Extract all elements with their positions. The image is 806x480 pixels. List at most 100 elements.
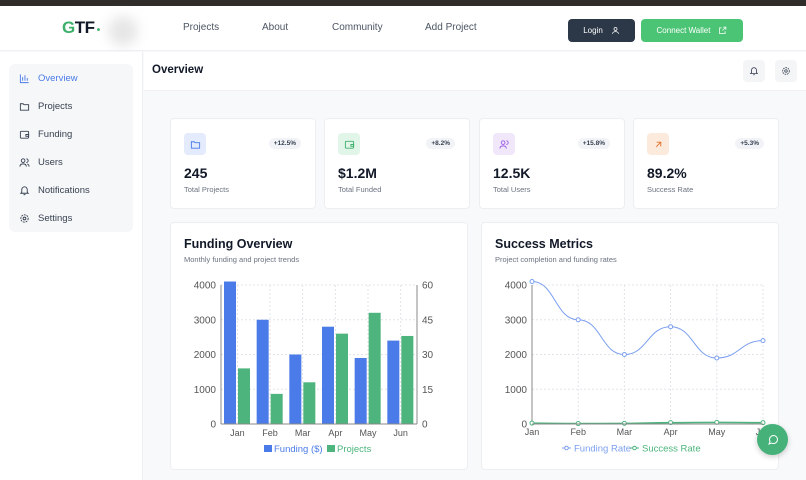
y2-tick-label: 30: [422, 350, 434, 361]
data-point: [621, 420, 627, 426]
sidebar-item-notifications[interactable]: Notifications: [19, 180, 90, 200]
window-top-bar: [0, 0, 806, 6]
funding-overview-panel: Funding Overview Monthly funding and pro…: [170, 222, 468, 470]
success-metrics-panel: Success Metrics Project completion and f…: [481, 222, 779, 470]
data-point: [529, 279, 535, 285]
legend-projects: Projects: [337, 444, 372, 455]
y-tick-label: 1000: [505, 385, 528, 396]
y2-tick-label: 45: [422, 315, 434, 326]
y-tick-label: 0: [521, 420, 527, 431]
data-point: [575, 317, 581, 323]
wallet-icon: [338, 133, 360, 155]
y2-tick-label: 60: [422, 281, 434, 292]
chart-title: Funding Overview: [184, 237, 293, 251]
page-header: Overview: [144, 52, 806, 91]
sidebar-item-label: Projects: [38, 100, 73, 112]
y-tick-label: 4000: [505, 281, 528, 292]
bar-funding: [224, 281, 236, 424]
bar-funding: [322, 326, 334, 424]
change-badge: +15.8%: [577, 138, 610, 149]
chart-subtitle: Project completion and funding rates: [495, 255, 617, 264]
sidebar-item-settings[interactable]: Settings: [19, 208, 72, 228]
funding-bar-chart: 0 0 1000 15 2000 30 3000 45 4000 60 Jan Feb Mar Apr Ma…: [194, 281, 434, 456]
legend-label: Success Rate: [642, 444, 701, 455]
y-tick-label: 2000: [194, 350, 217, 361]
sidebar-item-label: Overview: [38, 72, 78, 84]
gear-icon: [20, 213, 29, 223]
bell-icon: [749, 67, 759, 76]
bell-icon: [19, 185, 30, 195]
sidebar-item-funding[interactable]: Funding: [19, 124, 72, 144]
sidebar-menu: Overview Projects Funding Users Notifica…: [9, 64, 133, 232]
x-tick-label: Feb: [570, 427, 586, 437]
y-tick-label: 2000: [505, 350, 528, 361]
legend-funding: Funding ($): [274, 444, 323, 455]
login-button[interactable]: Login: [568, 19, 635, 42]
nav-add-project[interactable]: Add Project: [425, 22, 477, 33]
stat-label: Success Rate: [647, 185, 694, 194]
sidebar-item-users[interactable]: Users: [19, 152, 63, 172]
legend-swatch-projects: [327, 445, 335, 452]
user-icon: [611, 27, 619, 34]
change-badge: +12.5%: [268, 138, 301, 149]
x-tick-label: May: [359, 428, 377, 438]
settings-button[interactable]: [775, 60, 797, 82]
stat-value: 245: [184, 165, 208, 181]
stat-card: +12.5% 245 Total Projects: [170, 118, 316, 209]
x-tick-label: May: [708, 427, 726, 437]
login-label: Login: [583, 26, 603, 35]
nav-projects[interactable]: Projects: [183, 22, 220, 33]
notifications-button[interactable]: [743, 60, 765, 82]
series-line: [531, 421, 764, 425]
bar-projects: [238, 368, 250, 424]
users-icon: [493, 133, 515, 155]
change-badge: +8.2%: [426, 138, 455, 149]
folder-icon: [184, 133, 206, 155]
users-icon: [19, 157, 30, 167]
bar-projects: [270, 393, 283, 424]
sidebar: Overview Projects Funding Users Notifica…: [0, 52, 143, 480]
nav-about[interactable]: About: [262, 22, 289, 33]
bar-funding: [289, 354, 302, 424]
stat-label: Total Users: [493, 185, 531, 194]
folder-icon: [19, 102, 30, 111]
bar-projects: [336, 333, 348, 424]
y-tick-label: 4000: [194, 281, 217, 292]
stat-value: $1.2M: [338, 165, 377, 181]
x-tick-label: Jun: [393, 428, 408, 438]
chart-subtitle: Monthly funding and project trends: [184, 255, 300, 264]
gear-icon: [782, 67, 790, 75]
data-point: [668, 324, 674, 330]
sidebar-item-label: Users: [38, 156, 63, 168]
y-tick-label: 1000: [194, 385, 217, 396]
sidebar-item-overview[interactable]: Overview: [19, 68, 78, 88]
chart-title: Success Metrics: [495, 237, 593, 251]
chat-icon: [767, 434, 778, 445]
sidebar-item-label: Settings: [38, 212, 73, 224]
data-point: [621, 352, 627, 357]
header: GTF • Projects About Community Add Proje…: [0, 6, 806, 51]
x-tick-label: Apr: [664, 427, 678, 437]
nav-community[interactable]: Community: [332, 22, 383, 33]
bar-chart-icon: [19, 73, 29, 83]
stat-card: +15.8% 12.5K Total Users: [479, 118, 625, 209]
bar-funding: [354, 357, 367, 424]
y2-tick-label: 15: [422, 385, 434, 396]
data-point: [529, 420, 535, 426]
stat-card: +5.3% 89.2% Success Rate: [633, 118, 779, 209]
page-title: Overview: [152, 64, 204, 76]
connect-wallet-button[interactable]: Connect Wallet: [641, 19, 743, 42]
stat-value: 12.5K: [493, 165, 531, 181]
x-tick-label: Apr: [328, 428, 342, 438]
y-tick-label: 3000: [194, 315, 217, 326]
blurred-avatar: [108, 16, 138, 46]
sidebar-item-label: Funding: [38, 128, 73, 140]
chat-button[interactable]: [757, 424, 788, 455]
arrow-up-right-icon: [647, 133, 669, 155]
bar-projects: [303, 382, 316, 424]
logo[interactable]: GTF •: [62, 18, 100, 37]
stat-label: Total Funded: [338, 185, 382, 194]
stat-label: Total Projects: [184, 185, 230, 194]
sidebar-item-projects[interactable]: Projects: [19, 96, 72, 116]
bar-projects: [401, 335, 414, 424]
